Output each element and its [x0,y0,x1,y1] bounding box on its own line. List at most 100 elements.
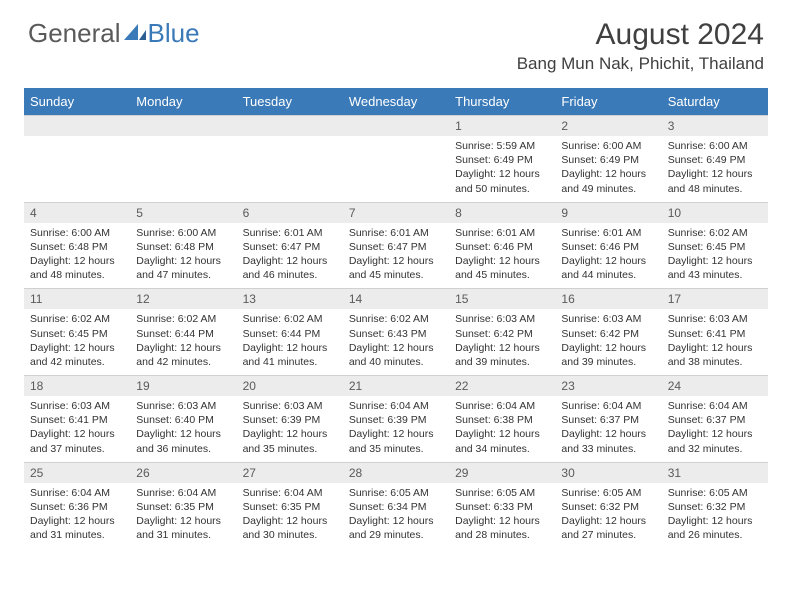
day-details: Sunrise: 6:01 AMSunset: 6:46 PMDaylight:… [555,223,661,289]
day-details: Sunrise: 6:00 AMSunset: 6:48 PMDaylight:… [24,223,130,289]
calendar-cell: 14Sunrise: 6:02 AMSunset: 6:43 PMDayligh… [343,288,449,375]
calendar-cell: 22Sunrise: 6:04 AMSunset: 6:38 PMDayligh… [449,375,555,462]
calendar-cell: 23Sunrise: 6:04 AMSunset: 6:37 PMDayligh… [555,375,661,462]
day-number: 9 [555,202,661,223]
day-details: Sunrise: 6:05 AMSunset: 6:32 PMDaylight:… [662,483,768,549]
calendar-cell: 13Sunrise: 6:02 AMSunset: 6:44 PMDayligh… [237,288,343,375]
day-details: Sunrise: 6:04 AMSunset: 6:37 PMDaylight:… [555,396,661,462]
day-details: Sunrise: 6:00 AMSunset: 6:49 PMDaylight:… [662,136,768,202]
calendar-cell: 10Sunrise: 6:02 AMSunset: 6:45 PMDayligh… [662,202,768,289]
calendar-table: SundayMondayTuesdayWednesdayThursdayFrid… [24,88,768,548]
calendar-cell: 7Sunrise: 6:01 AMSunset: 6:47 PMDaylight… [343,202,449,289]
day-number: 13 [237,288,343,309]
day-details: Sunrise: 6:04 AMSunset: 6:36 PMDaylight:… [24,483,130,549]
location: Bang Mun Nak, Phichit, Thailand [517,54,764,74]
title-block: August 2024 Bang Mun Nak, Phichit, Thail… [517,18,764,74]
day-number: 7 [343,202,449,223]
calendar-body: 1Sunrise: 5:59 AMSunset: 6:49 PMDaylight… [24,115,768,548]
weekday-header: Thursday [449,88,555,115]
calendar-cell [130,115,236,202]
logo-text-1: General [28,18,121,49]
day-number: 22 [449,375,555,396]
calendar-cell: 30Sunrise: 6:05 AMSunset: 6:32 PMDayligh… [555,462,661,549]
day-number: 11 [24,288,130,309]
calendar-cell: 2Sunrise: 6:00 AMSunset: 6:49 PMDaylight… [555,115,661,202]
day-details: Sunrise: 6:02 AMSunset: 6:44 PMDaylight:… [130,309,236,375]
day-details: Sunrise: 6:01 AMSunset: 6:47 PMDaylight:… [237,223,343,289]
day-number: 18 [24,375,130,396]
day-details: Sunrise: 6:03 AMSunset: 6:41 PMDaylight:… [662,309,768,375]
calendar-cell: 29Sunrise: 6:05 AMSunset: 6:33 PMDayligh… [449,462,555,549]
day-number: 5 [130,202,236,223]
day-details: Sunrise: 6:04 AMSunset: 6:37 PMDaylight:… [662,396,768,462]
calendar-cell: 27Sunrise: 6:04 AMSunset: 6:35 PMDayligh… [237,462,343,549]
day-number: 31 [662,462,768,483]
weekday-header: Monday [130,88,236,115]
day-details: Sunrise: 6:04 AMSunset: 6:35 PMDaylight:… [237,483,343,549]
day-number: 16 [555,288,661,309]
logo-text-2: Blue [148,18,200,49]
calendar-cell: 24Sunrise: 6:04 AMSunset: 6:37 PMDayligh… [662,375,768,462]
day-details: Sunrise: 6:02 AMSunset: 6:43 PMDaylight:… [343,309,449,375]
weekday-header-row: SundayMondayTuesdayWednesdayThursdayFrid… [24,88,768,115]
day-number: 24 [662,375,768,396]
day-number: 29 [449,462,555,483]
day-number: 17 [662,288,768,309]
calendar-week-row: 18Sunrise: 6:03 AMSunset: 6:41 PMDayligh… [24,375,768,462]
calendar-cell: 18Sunrise: 6:03 AMSunset: 6:41 PMDayligh… [24,375,130,462]
day-details: Sunrise: 6:03 AMSunset: 6:42 PMDaylight:… [449,309,555,375]
day-number: 3 [662,115,768,136]
day-number: 4 [24,202,130,223]
day-number: 30 [555,462,661,483]
day-number [130,115,236,136]
calendar-cell: 1Sunrise: 5:59 AMSunset: 6:49 PMDaylight… [449,115,555,202]
day-number [237,115,343,136]
calendar-cell: 12Sunrise: 6:02 AMSunset: 6:44 PMDayligh… [130,288,236,375]
day-details: Sunrise: 6:02 AMSunset: 6:44 PMDaylight:… [237,309,343,375]
day-details: Sunrise: 6:03 AMSunset: 6:39 PMDaylight:… [237,396,343,462]
day-details: Sunrise: 6:03 AMSunset: 6:40 PMDaylight:… [130,396,236,462]
day-number: 14 [343,288,449,309]
day-number: 19 [130,375,236,396]
day-details: Sunrise: 6:04 AMSunset: 6:38 PMDaylight:… [449,396,555,462]
weekday-header: Wednesday [343,88,449,115]
calendar-cell: 3Sunrise: 6:00 AMSunset: 6:49 PMDaylight… [662,115,768,202]
calendar-cell: 25Sunrise: 6:04 AMSunset: 6:36 PMDayligh… [24,462,130,549]
day-number: 12 [130,288,236,309]
day-details: Sunrise: 6:02 AMSunset: 6:45 PMDaylight:… [24,309,130,375]
day-number: 1 [449,115,555,136]
calendar-week-row: 25Sunrise: 6:04 AMSunset: 6:36 PMDayligh… [24,462,768,549]
day-details: Sunrise: 6:00 AMSunset: 6:48 PMDaylight:… [130,223,236,289]
calendar-cell: 21Sunrise: 6:04 AMSunset: 6:39 PMDayligh… [343,375,449,462]
calendar-week-row: 11Sunrise: 6:02 AMSunset: 6:45 PMDayligh… [24,288,768,375]
calendar-cell: 11Sunrise: 6:02 AMSunset: 6:45 PMDayligh… [24,288,130,375]
month-title: August 2024 [517,18,764,52]
day-number [24,115,130,136]
day-number: 28 [343,462,449,483]
day-number: 26 [130,462,236,483]
calendar-cell: 4Sunrise: 6:00 AMSunset: 6:48 PMDaylight… [24,202,130,289]
day-number [343,115,449,136]
calendar-cell: 19Sunrise: 6:03 AMSunset: 6:40 PMDayligh… [130,375,236,462]
day-number: 25 [24,462,130,483]
weekday-header: Saturday [662,88,768,115]
day-number: 15 [449,288,555,309]
calendar-cell: 15Sunrise: 6:03 AMSunset: 6:42 PMDayligh… [449,288,555,375]
calendar-cell: 31Sunrise: 6:05 AMSunset: 6:32 PMDayligh… [662,462,768,549]
day-details: Sunrise: 6:03 AMSunset: 6:41 PMDaylight:… [24,396,130,462]
day-details: Sunrise: 5:59 AMSunset: 6:49 PMDaylight:… [449,136,555,202]
calendar-cell [343,115,449,202]
day-number: 8 [449,202,555,223]
day-details: Sunrise: 6:01 AMSunset: 6:47 PMDaylight:… [343,223,449,289]
day-details: Sunrise: 6:05 AMSunset: 6:32 PMDaylight:… [555,483,661,549]
day-details: Sunrise: 6:00 AMSunset: 6:49 PMDaylight:… [555,136,661,202]
header: General Blue August 2024 Bang Mun Nak, P… [0,0,792,82]
calendar-cell: 5Sunrise: 6:00 AMSunset: 6:48 PMDaylight… [130,202,236,289]
weekday-header: Tuesday [237,88,343,115]
day-number: 21 [343,375,449,396]
calendar-cell: 26Sunrise: 6:04 AMSunset: 6:35 PMDayligh… [130,462,236,549]
day-number: 2 [555,115,661,136]
logo-sail-icon [124,18,146,49]
calendar-cell: 17Sunrise: 6:03 AMSunset: 6:41 PMDayligh… [662,288,768,375]
calendar-cell [237,115,343,202]
